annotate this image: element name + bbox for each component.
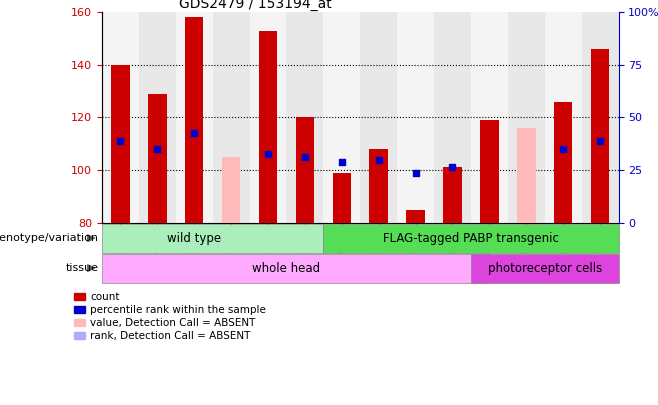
Bar — [517, 128, 536, 223]
Bar — [213, 12, 249, 223]
Bar — [249, 12, 286, 223]
Bar — [471, 254, 619, 283]
Bar — [471, 12, 508, 223]
Text: genotype/variation: genotype/variation — [0, 233, 99, 243]
Bar — [443, 168, 462, 223]
Point — [299, 154, 310, 160]
Point — [374, 156, 384, 163]
Text: whole head: whole head — [253, 262, 320, 275]
Bar — [148, 94, 166, 223]
Bar — [407, 210, 425, 223]
Bar — [332, 173, 351, 223]
Bar — [102, 254, 490, 283]
Point — [595, 138, 605, 144]
Bar — [323, 12, 361, 223]
Bar — [111, 65, 130, 223]
Point — [152, 146, 163, 152]
Point — [447, 164, 458, 171]
Bar — [286, 12, 323, 223]
Bar — [323, 224, 619, 253]
Bar — [139, 12, 176, 223]
Point — [411, 170, 421, 176]
Bar — [370, 149, 388, 223]
Bar — [102, 12, 139, 223]
Point — [263, 151, 273, 158]
Point — [336, 159, 347, 165]
Bar — [295, 117, 314, 223]
Point — [189, 130, 199, 136]
Bar — [508, 12, 545, 223]
Text: GDS2479 / 153194_at: GDS2479 / 153194_at — [180, 0, 332, 11]
Bar — [397, 12, 434, 223]
Point — [558, 146, 569, 152]
Text: wild type: wild type — [167, 232, 221, 245]
Legend: count, percentile rank within the sample, value, Detection Call = ABSENT, rank, : count, percentile rank within the sample… — [74, 292, 266, 341]
Bar — [176, 12, 213, 223]
Bar — [222, 157, 240, 223]
Text: photoreceptor cells: photoreceptor cells — [488, 262, 602, 275]
Bar — [259, 31, 277, 223]
Bar — [480, 120, 499, 223]
Text: FLAG-tagged PABP transgenic: FLAG-tagged PABP transgenic — [383, 232, 559, 245]
Bar — [554, 102, 572, 223]
Bar — [102, 224, 323, 253]
Bar — [545, 12, 582, 223]
Bar — [582, 12, 619, 223]
Text: tissue: tissue — [66, 263, 99, 273]
Bar — [591, 49, 609, 223]
Bar — [434, 12, 471, 223]
Bar — [361, 12, 397, 223]
Bar — [185, 17, 203, 223]
Point — [115, 138, 126, 144]
